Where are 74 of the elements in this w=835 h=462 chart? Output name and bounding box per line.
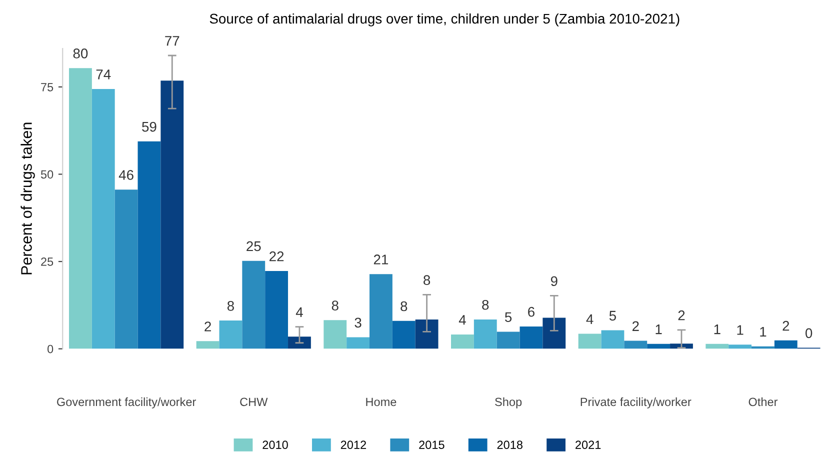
bar xyxy=(346,337,370,349)
data-label: 4 xyxy=(458,315,466,325)
data-label: 46 xyxy=(118,170,134,180)
x-tick-label: CHW xyxy=(240,398,268,406)
legend-label: 2021 xyxy=(576,440,601,450)
bar xyxy=(324,320,347,349)
data-label: 2 xyxy=(678,310,685,320)
data-label: 6 xyxy=(528,306,534,317)
bar xyxy=(647,344,670,349)
data-label: 8 xyxy=(332,300,338,310)
data-label: 4 xyxy=(296,307,303,317)
data-label: 1 xyxy=(760,326,766,337)
data-label: 2 xyxy=(782,320,790,331)
y-axis-title: Percent of drugs taken xyxy=(20,122,35,274)
bar xyxy=(520,326,543,349)
bar xyxy=(138,141,161,349)
bar xyxy=(288,336,311,349)
bar xyxy=(474,319,497,349)
data-label: 77 xyxy=(165,36,180,46)
data-label: 9 xyxy=(550,276,558,286)
data-label: 2 xyxy=(204,322,211,332)
bar xyxy=(265,270,288,349)
bar xyxy=(392,320,416,349)
data-label: 1 xyxy=(737,325,744,335)
bar xyxy=(624,340,648,349)
y-tick-label: 50 xyxy=(40,170,54,179)
data-label: 21 xyxy=(374,254,388,264)
bar xyxy=(415,319,438,349)
bar xyxy=(706,344,729,349)
data-label: 3 xyxy=(354,318,362,328)
data-label: 4 xyxy=(586,314,594,324)
bar xyxy=(728,344,752,349)
data-label: 5 xyxy=(609,310,616,321)
data-label: 1 xyxy=(656,324,662,334)
legend-label: 2018 xyxy=(497,440,522,450)
bar xyxy=(68,68,92,349)
bar xyxy=(601,330,624,349)
data-label: 8 xyxy=(400,301,408,312)
bar xyxy=(160,80,184,349)
bar xyxy=(451,334,474,349)
data-label: 22 xyxy=(270,251,284,262)
data-label: 8 xyxy=(227,301,234,311)
x-tick-label: Private facility/worker xyxy=(580,397,692,408)
data-label: 1 xyxy=(714,324,720,334)
bar xyxy=(92,89,115,349)
data-label: 74 xyxy=(96,70,111,80)
bar xyxy=(114,190,138,349)
bar xyxy=(196,341,220,349)
bar xyxy=(496,332,520,349)
chart-title: Source of antimalarial drugs over time, children under 5 (Zambia 2010-2021) xyxy=(210,13,680,26)
x-tick-label: Government facility/worker xyxy=(57,397,196,408)
y-tick-label: 75 xyxy=(41,83,54,92)
bar xyxy=(370,274,392,349)
y-tick-label: 25 xyxy=(41,258,54,266)
data-label: 8 xyxy=(424,275,430,285)
y-tick-label: 0 xyxy=(47,344,54,354)
data-label: 59 xyxy=(142,122,156,132)
x-tick-label: Shop xyxy=(495,397,522,408)
bar xyxy=(774,340,798,349)
bar xyxy=(578,334,602,349)
data-label: 80 xyxy=(73,48,88,58)
legend-label: 2012 xyxy=(340,440,366,450)
bar xyxy=(242,260,266,349)
bar xyxy=(219,320,242,349)
data-label: 25 xyxy=(246,241,261,252)
data-label: 2 xyxy=(632,321,639,331)
legend-label: 2015 xyxy=(419,440,444,450)
data-label: 8 xyxy=(482,300,489,310)
data-label: 5 xyxy=(505,312,512,322)
data-label: 0 xyxy=(806,328,812,338)
x-tick-label: Home xyxy=(366,398,396,406)
bar xyxy=(542,318,566,349)
x-tick-label: Other xyxy=(748,397,778,406)
legend-label: 2010 xyxy=(262,440,288,450)
